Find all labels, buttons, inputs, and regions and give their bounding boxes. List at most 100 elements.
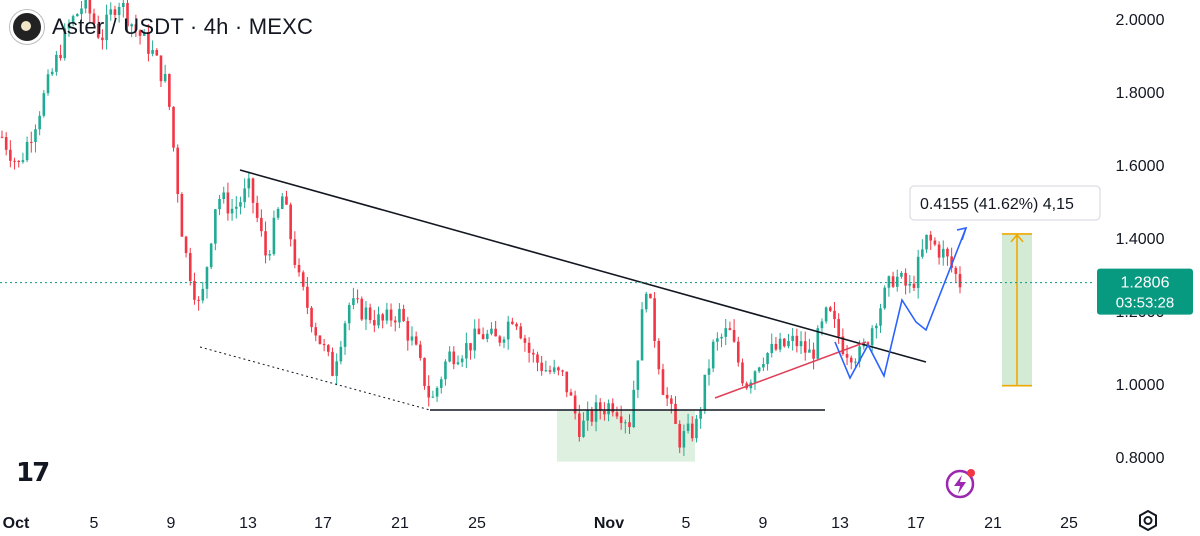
candle-body — [816, 328, 820, 359]
y-tick-label: 1.4000 — [1116, 231, 1165, 248]
candle-body — [774, 343, 778, 350]
candle-body — [410, 336, 414, 341]
candle-body — [812, 349, 815, 359]
candle-body — [879, 308, 882, 326]
settings-gear-icon[interactable] — [1135, 508, 1161, 534]
candle-body — [214, 209, 217, 244]
tradingview-logo-icon[interactable]: 17 — [16, 458, 50, 488]
projected-path — [834, 227, 967, 380]
candle-body — [21, 160, 25, 162]
candle-body — [594, 402, 598, 422]
candle-body — [895, 276, 899, 287]
candle-body — [858, 346, 861, 362]
candle-body — [782, 338, 786, 347]
candle-body — [678, 423, 682, 448]
candle-body — [875, 325, 878, 329]
candle-body — [347, 305, 351, 324]
candle-body — [168, 73, 171, 107]
bar-countdown: 03:53:28 — [1116, 295, 1174, 312]
candle-body — [163, 73, 167, 82]
candle-body — [0, 136, 4, 138]
x-tick-label: 13 — [239, 515, 257, 532]
candle-body — [527, 342, 531, 353]
candle-body — [306, 286, 309, 308]
candle-body — [105, 14, 108, 41]
y-tick-label: 1.6000 — [1116, 158, 1165, 175]
candle-body — [649, 293, 652, 299]
candle-body — [707, 368, 711, 375]
candle-body — [50, 71, 54, 75]
candle-body — [247, 178, 251, 189]
candle-body — [117, 7, 121, 16]
candle-body — [557, 367, 560, 371]
candle-body — [439, 379, 443, 388]
candle-body — [368, 307, 372, 321]
candle-body — [327, 345, 330, 352]
candle-body — [770, 343, 774, 354]
candle-body — [937, 244, 941, 258]
candle-body — [251, 178, 255, 203]
candle-body — [950, 256, 953, 268]
candle-body — [444, 361, 447, 380]
candle-body — [226, 192, 230, 214]
candle-body — [690, 423, 694, 439]
candle-body — [130, 24, 133, 27]
candle-body — [565, 371, 569, 393]
candle-body — [272, 217, 276, 255]
candle-body — [778, 338, 782, 350]
candle-body — [448, 351, 451, 362]
candle-body — [736, 341, 740, 363]
candle-body — [824, 307, 828, 322]
candle-body — [38, 115, 41, 130]
candle-body — [787, 341, 790, 347]
candle-body — [473, 328, 477, 351]
candle-body — [339, 346, 343, 362]
y-tick-label: 2.0000 — [1116, 12, 1165, 29]
candle-body — [833, 310, 836, 320]
candle-body — [619, 416, 623, 423]
candle-body — [469, 343, 472, 351]
candle-body — [331, 351, 334, 376]
candle-body — [703, 374, 707, 411]
candle-body — [494, 328, 497, 337]
candle-body — [582, 420, 585, 437]
candle-body — [498, 336, 502, 343]
candle-body — [389, 309, 393, 321]
candle-body — [485, 333, 489, 339]
candle-body — [544, 370, 548, 372]
candle-body — [590, 410, 594, 422]
candle-body — [322, 343, 326, 346]
candle-body — [406, 321, 410, 341]
candle-body — [280, 196, 284, 209]
candle-body — [289, 204, 292, 240]
y-tick-label: 1.8000 — [1116, 85, 1165, 102]
candle-body — [398, 308, 401, 323]
candle-body — [301, 272, 305, 287]
candle-body — [636, 360, 640, 390]
candle-body — [465, 343, 468, 359]
candle-body — [540, 362, 543, 371]
candle-body — [682, 430, 686, 448]
last-price-value: 1.2806 — [1121, 275, 1170, 292]
x-tick-label: 5 — [682, 515, 691, 532]
measure-label-box — [909, 185, 1101, 221]
candle-body — [552, 367, 556, 372]
candle-body — [193, 280, 196, 300]
candle-body — [933, 240, 937, 245]
candle-body — [799, 341, 803, 347]
candle-body — [548, 370, 552, 372]
candle-body — [364, 307, 368, 320]
candle-body — [490, 328, 493, 334]
candle-body — [222, 192, 226, 200]
candle-body — [946, 248, 949, 257]
candle-body — [941, 248, 945, 258]
x-tick-label: 17 — [314, 515, 332, 532]
candle-body — [318, 335, 322, 344]
candle-body — [716, 338, 719, 342]
candle-body — [720, 336, 723, 339]
candle-body — [176, 147, 180, 194]
flash-icon[interactable] — [944, 467, 978, 501]
candle-body — [122, 2, 125, 8]
candle-body — [268, 254, 272, 256]
